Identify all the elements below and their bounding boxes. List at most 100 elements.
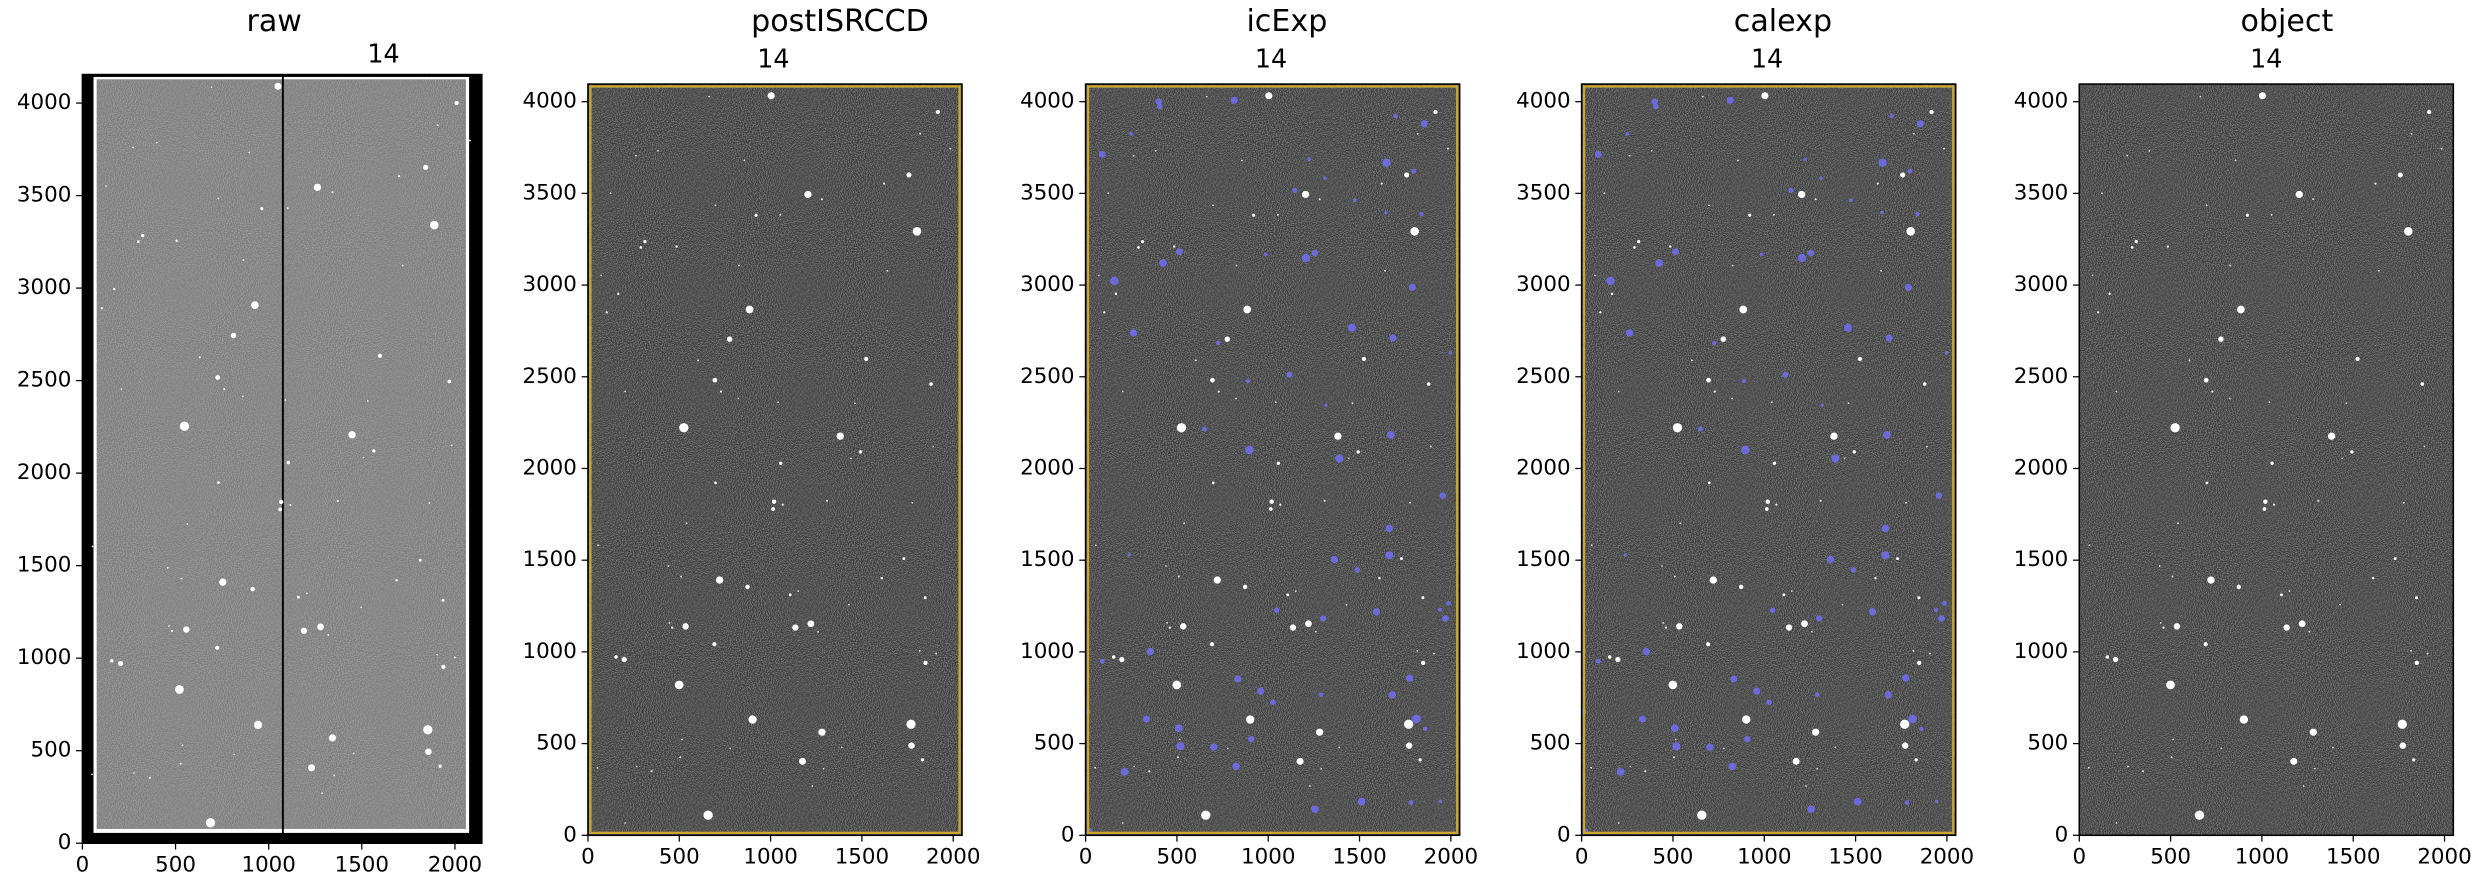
star xyxy=(1805,785,1807,787)
star xyxy=(397,175,401,178)
mask-spot xyxy=(1307,157,1311,162)
star xyxy=(1447,147,1449,150)
mask-spot xyxy=(1797,253,1807,263)
star xyxy=(210,86,213,88)
star xyxy=(674,680,684,690)
star xyxy=(1269,499,1274,504)
star xyxy=(1929,109,1934,115)
image-noise xyxy=(96,79,466,829)
star xyxy=(1773,213,1775,216)
star xyxy=(180,577,183,580)
image-noise xyxy=(1085,84,1460,836)
star xyxy=(242,395,244,398)
mask-spot xyxy=(1915,211,1920,217)
mask-spot xyxy=(1672,742,1681,751)
star xyxy=(621,656,627,663)
mask-spot xyxy=(1595,658,1601,664)
x-tick-label: 1000 xyxy=(743,844,797,869)
star xyxy=(1361,356,1366,362)
star xyxy=(1812,728,1820,736)
star xyxy=(2350,450,2354,454)
star xyxy=(788,593,792,597)
mask-spot xyxy=(1357,797,1366,806)
star xyxy=(217,197,220,200)
star xyxy=(1176,423,1187,433)
star xyxy=(1843,457,1846,460)
star xyxy=(1792,757,1800,765)
star xyxy=(1739,305,1748,314)
star xyxy=(454,100,459,106)
mask-spot xyxy=(1388,691,1396,699)
star xyxy=(306,592,308,595)
star xyxy=(1121,822,1124,824)
star xyxy=(1107,192,1110,194)
star xyxy=(743,159,746,162)
star xyxy=(1165,565,1167,567)
y-tick-label: 500 xyxy=(1034,731,1075,756)
y-tick-label: 2500 xyxy=(17,368,71,393)
star xyxy=(1673,575,1676,578)
star xyxy=(737,397,740,400)
mask-spot xyxy=(1405,674,1414,682)
star xyxy=(1708,204,1710,207)
star xyxy=(1268,507,1273,511)
y-tick-label: 500 xyxy=(2027,731,2068,756)
star xyxy=(1245,715,1255,724)
star xyxy=(1224,336,1230,342)
star xyxy=(1615,656,1621,663)
star xyxy=(2112,656,2119,663)
star xyxy=(650,770,653,773)
mask-spot xyxy=(1412,714,1421,724)
star xyxy=(1650,149,1653,152)
star xyxy=(2096,311,2100,314)
mask-spot xyxy=(1385,524,1393,533)
star xyxy=(1772,461,1777,465)
star xyxy=(2237,305,2245,314)
mask-spot xyxy=(1382,158,1391,167)
y-tick-label: 2500 xyxy=(1516,364,1570,389)
star xyxy=(1404,172,1410,178)
star xyxy=(748,715,757,724)
star xyxy=(883,182,886,185)
star xyxy=(2371,576,2375,580)
star xyxy=(436,124,439,127)
star xyxy=(1432,652,1435,655)
star xyxy=(1797,190,1806,199)
star xyxy=(1351,402,1354,404)
star xyxy=(1896,557,1899,561)
star xyxy=(1305,620,1312,628)
x-tick-label: 1000 xyxy=(241,852,295,877)
star xyxy=(781,503,784,506)
star xyxy=(2134,240,2138,244)
star xyxy=(919,132,922,135)
star xyxy=(737,264,740,267)
y-tick-label: 3500 xyxy=(2014,180,2068,205)
mask-spot xyxy=(1347,323,1356,332)
star xyxy=(671,626,674,629)
y-tick-label: 1000 xyxy=(1516,639,1570,664)
star xyxy=(1345,603,1348,606)
star xyxy=(726,336,733,342)
star xyxy=(745,305,754,314)
mask-spot xyxy=(1146,647,1154,656)
star xyxy=(2173,623,2181,630)
star xyxy=(1830,432,1838,440)
axes-frame xyxy=(1084,83,1461,837)
star xyxy=(1227,747,1229,750)
star xyxy=(2290,757,2298,765)
star xyxy=(1880,269,1882,272)
star xyxy=(1761,92,1769,100)
star xyxy=(2397,719,2407,729)
star xyxy=(436,653,439,656)
mask-spot xyxy=(1335,454,1344,463)
y-tick-label: 1500 xyxy=(1516,547,1570,572)
y-tick-label: 1500 xyxy=(1020,547,1074,572)
star xyxy=(745,584,750,590)
star xyxy=(2415,596,2418,600)
star xyxy=(2393,557,2397,561)
star xyxy=(401,264,404,267)
mask-spot xyxy=(1902,674,1910,682)
star xyxy=(1133,765,1136,768)
star xyxy=(1617,390,1620,393)
y-tick-label: 500 xyxy=(31,738,72,763)
